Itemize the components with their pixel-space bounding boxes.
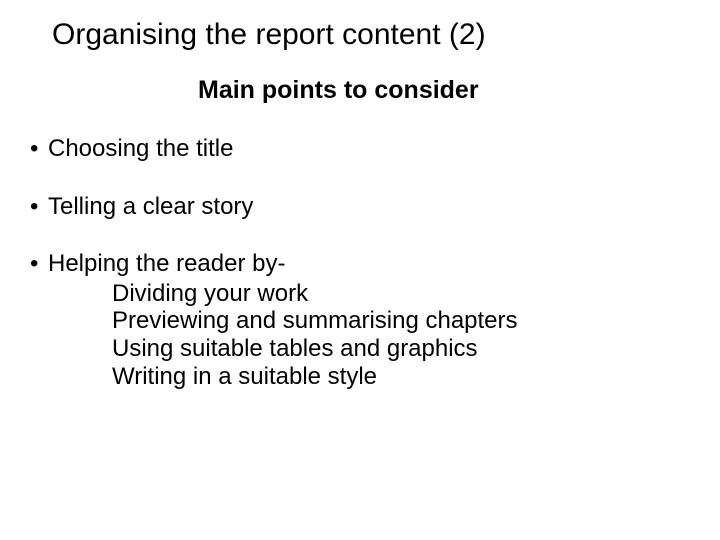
slide: Organising the report content (2) Main p… <box>0 0 720 540</box>
bullet-item: • Helping the reader by- Dividing your w… <box>30 250 690 390</box>
slide-title: Organising the report content (2) <box>52 18 690 52</box>
bullet-text: Helping the reader by- <box>48 250 285 278</box>
sub-item: Using suitable tables and graphics <box>112 335 690 363</box>
bullet-text: Telling a clear story <box>48 193 253 221</box>
bullet-mark-icon: • <box>30 135 48 163</box>
bullet-text: Choosing the title <box>48 135 233 163</box>
bullet-mark-icon: • <box>30 193 48 221</box>
sub-item: Writing in a suitable style <box>112 363 690 391</box>
bullet-mark-icon: • <box>30 250 48 278</box>
sub-item: Previewing and summarising chapters <box>112 307 690 335</box>
slide-subtitle: Main points to consider <box>198 76 690 105</box>
bullet-item: • Telling a clear story <box>30 193 690 221</box>
slide-body: • Choosing the title • Telling a clear s… <box>30 135 690 390</box>
sub-item: Dividing your work <box>112 280 690 308</box>
bullet-item: • Choosing the title <box>30 135 690 163</box>
